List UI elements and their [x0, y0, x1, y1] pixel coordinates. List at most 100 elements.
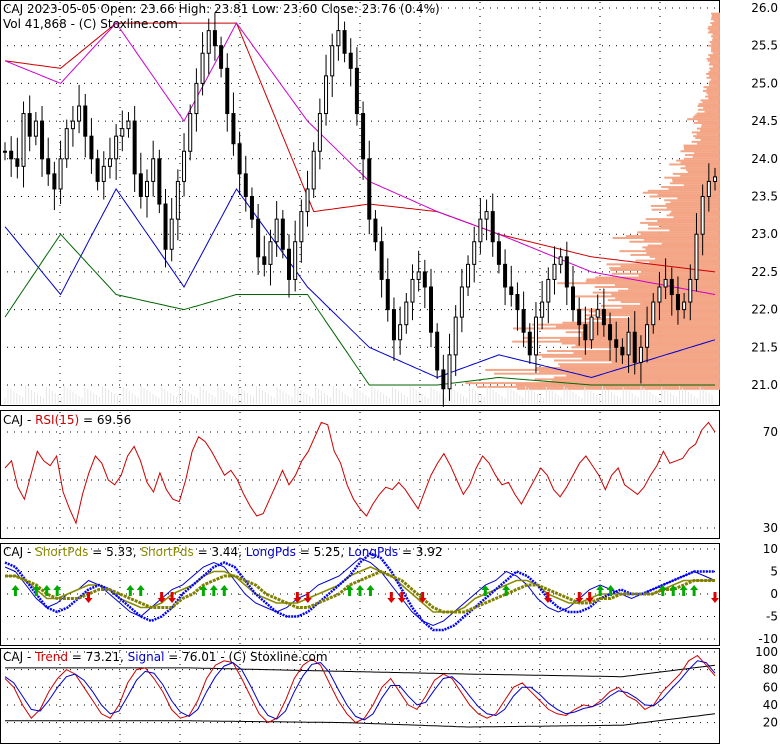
candle-body: [472, 241, 477, 265]
panel-label-part: ShortPds: [35, 545, 88, 559]
volume-profile-bar: [586, 278, 720, 281]
y-tick-label: 25.5: [751, 39, 778, 53]
volume-profile-bar: [710, 69, 720, 72]
volume-profile-bar: [713, 20, 720, 23]
candle-body: [169, 218, 174, 250]
volume-profile-bar: [706, 91, 720, 94]
candle-body: [638, 346, 643, 363]
volume-profile-bar: [684, 148, 720, 151]
volume-profile-bar: [711, 78, 720, 81]
candle-body: [77, 105, 82, 122]
buy-arrow-icon: [481, 585, 490, 596]
volume-profile-bar: [706, 88, 720, 91]
panel-label-part: - (C) Stoxline.com: [217, 650, 328, 664]
candle-body: [200, 52, 205, 84]
volume-profile-bar: [574, 295, 720, 298]
buy-arrow-icon: [32, 585, 41, 596]
volume-profile-bar: [640, 302, 720, 305]
volume-profile-bar: [694, 114, 720, 117]
candle-body: [521, 309, 526, 333]
volume-profile-bar: [711, 48, 720, 51]
volume-profile-bar: [666, 206, 720, 209]
candle-body: [188, 113, 193, 152]
volume-profile-bar: [670, 201, 720, 204]
volume-profile-bar: [711, 42, 720, 45]
candle-body: [114, 135, 119, 160]
candle-body: [126, 120, 131, 130]
volume-profile-bar: [642, 191, 720, 194]
candle-body: [595, 309, 600, 318]
volume-profile-bar: [710, 22, 720, 25]
candle-body: [212, 30, 217, 47]
volume-profile-bar: [708, 44, 720, 47]
candle-body: [577, 309, 582, 326]
candle-body: [249, 196, 254, 220]
panel-label-part: Trend: [34, 650, 68, 664]
volume-profile-bar: [693, 121, 720, 124]
sell-arrow-icon: [418, 592, 427, 603]
volume-profile-bar: [640, 221, 720, 224]
volume-profile-bar: [630, 253, 720, 256]
candle-body: [46, 158, 51, 175]
buy-arrow-icon: [220, 585, 229, 596]
volume-profile-bar: [668, 187, 720, 190]
candle-body: [138, 173, 143, 198]
candle-body: [459, 286, 464, 318]
candle-body: [645, 324, 650, 348]
volume-profile-bar: [557, 282, 720, 285]
volume-profile-bar: [650, 204, 720, 207]
candle-body: [163, 203, 168, 250]
volume-profile-bar: [619, 250, 720, 253]
volume-profile-bar: [711, 46, 720, 49]
volume-profile-bar: [710, 18, 720, 21]
volume-profile-bar: [709, 56, 720, 59]
oscillator-series-line: [4, 552, 715, 632]
rsi-panel-label: CAJ - RSI(15) = 69.56: [3, 413, 131, 427]
y-tick-label: 5: [770, 565, 778, 579]
candle-body: [95, 158, 100, 182]
volume-profile-bar: [711, 35, 720, 38]
sell-arrow-icon: [387, 592, 396, 603]
candle-body: [379, 241, 384, 280]
volume-profile-bar: [683, 184, 720, 187]
volume-profile-bar: [709, 74, 720, 77]
candle-body: [453, 316, 458, 356]
y-tick-label: 70: [763, 425, 778, 439]
candle-body: [546, 278, 551, 303]
candle-body: [564, 256, 569, 288]
sell-arrow-icon: [303, 592, 312, 603]
candle-body: [58, 158, 63, 190]
y-tick-label: 60: [763, 680, 778, 694]
volume-profile-bar: [680, 167, 720, 170]
trend-line: [4, 654, 716, 724]
volume-profile-bar: [585, 280, 720, 283]
buy-arrow-icon: [679, 585, 688, 596]
panel-label-part: = 76.01: [164, 650, 216, 664]
sell-arrow-icon: [168, 592, 177, 603]
volume-profile-bar: [661, 242, 720, 245]
volume-profile-bar: [700, 138, 720, 141]
volume-profile-bar: [672, 180, 720, 183]
volume-profile-bar: [553, 376, 720, 379]
y-tick-label: 20: [763, 716, 778, 730]
volume-profile-bar: [710, 50, 720, 53]
buy-arrow-icon: [136, 585, 145, 596]
volume-profile-bar: [669, 182, 720, 185]
candle-body: [317, 113, 322, 152]
volume-profile-bar: [649, 255, 720, 258]
volume-profile-bar: [607, 299, 720, 302]
candle-body: [385, 278, 390, 311]
volume-profile-bar: [629, 240, 720, 243]
blue-band-line: [4, 188, 716, 379]
candle-body: [89, 135, 94, 160]
volume-profile-bar: [712, 39, 720, 42]
volume-profile-bar: [645, 218, 720, 221]
trend-envelope-lower: [5, 713, 716, 728]
volume-profile-bar: [698, 108, 720, 111]
volume-profile-bar: [664, 176, 720, 179]
volume-profile-bar: [646, 252, 720, 255]
candle-body: [571, 286, 575, 311]
candle-body: [330, 45, 335, 77]
volume-profile-bar: [666, 214, 720, 217]
oscillator-panel-label: CAJ - ShortPds = 5.33, ShortPds = 3.44, …: [3, 545, 443, 559]
